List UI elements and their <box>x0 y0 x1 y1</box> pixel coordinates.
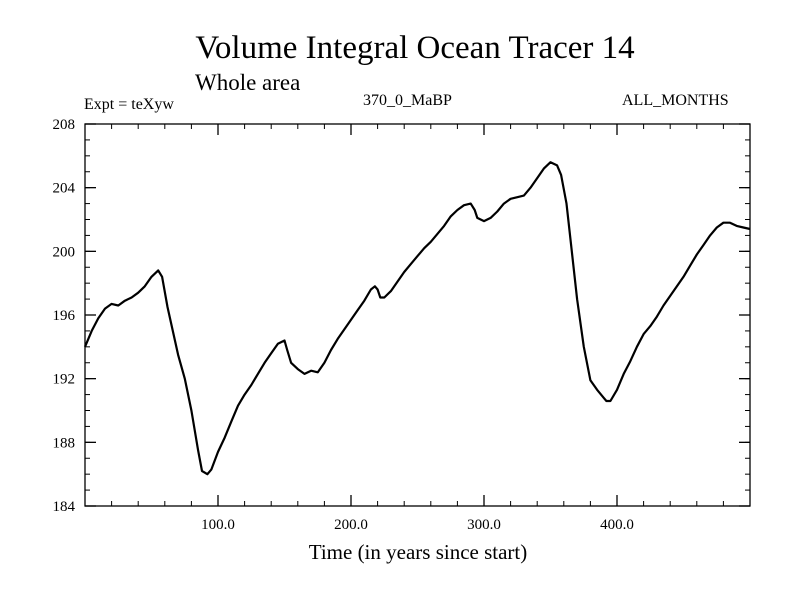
x-tick-label: 200.0 <box>334 517 368 533</box>
tick-labels: 100.0 200.0 300.0 400.0 184 188 192 196 200 204 20… <box>53 117 634 533</box>
chart-subtitle: Whole area <box>195 70 301 95</box>
run-label: 370_0_MaBP <box>363 92 452 109</box>
y-tick-label: 204 <box>53 181 76 197</box>
x-tick-label: 300.0 <box>467 517 501 533</box>
y-tick-label: 196 <box>53 308 76 324</box>
axis-ticks <box>85 123 750 507</box>
months-label: ALL_MONTHS <box>622 92 729 109</box>
y-tick-label: 200 <box>53 244 76 260</box>
chart-title: Volume Integral Ocean Tracer 14 <box>195 30 635 66</box>
series-line <box>83 161 751 476</box>
experiment-label: Expt = teXyw <box>84 96 174 113</box>
x-tick-label: 400.0 <box>600 517 634 533</box>
y-tick-label: 184 <box>53 499 76 515</box>
x-tick-label: 100.0 <box>201 517 235 533</box>
x-axis-label: Time (in years since start) <box>308 540 528 564</box>
y-tick-label: 192 <box>53 372 76 388</box>
y-tick-label: 208 <box>53 117 76 133</box>
plot-frame <box>84 123 751 507</box>
y-tick-label: 188 <box>53 435 76 451</box>
